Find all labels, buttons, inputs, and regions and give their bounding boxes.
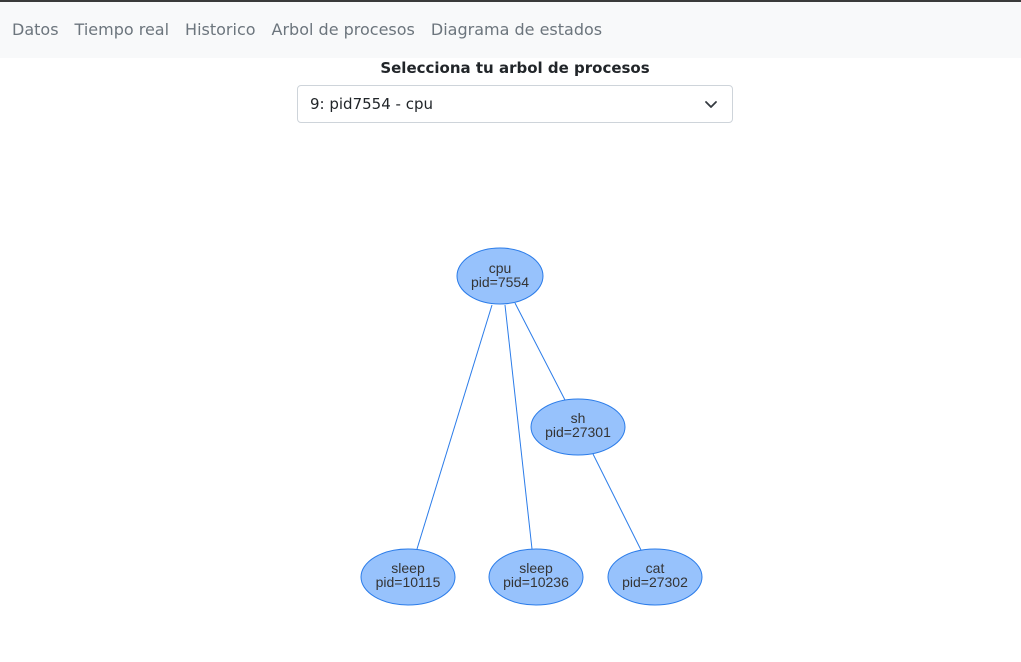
process-tree-select-value: 9: pid7554 - cpu: [310, 95, 433, 113]
tree-node-ellipse[interactable]: [456, 247, 544, 305]
navbar: Datos Tiempo real Historico Arbol de pro…: [0, 2, 1021, 58]
tree-node-10115[interactable]: sleep pid=10115: [360, 548, 456, 606]
chevron-down-icon: [705, 101, 717, 108]
tree-node-ellipse[interactable]: [607, 548, 703, 606]
tree-node-27302[interactable]: cat pid=27302: [607, 548, 703, 606]
tree-node-10236[interactable]: sleep pid=10236: [488, 548, 584, 606]
tree-edge: [416, 304, 493, 550]
nav-link-historico[interactable]: Historico: [185, 20, 256, 39]
tree-edge: [592, 453, 642, 551]
tree-edge: [504, 304, 533, 550]
process-tree-select[interactable]: 9: pid7554 - cpu: [297, 85, 733, 123]
nav-link-datos[interactable]: Datos: [12, 20, 59, 39]
tree-edge: [514, 302, 566, 401]
tree-node-ellipse[interactable]: [530, 398, 626, 456]
window-top-border: [0, 0, 1021, 2]
nav-link-tiempo-real[interactable]: Tiempo real: [74, 20, 170, 39]
nav-link-diagrama-de-estados[interactable]: Diagrama de estados: [430, 20, 603, 39]
nav-link-arbol-de-procesos[interactable]: Arbol de procesos: [271, 20, 415, 39]
tree-node-7554[interactable]: cpu pid=7554: [456, 247, 544, 305]
selector-title: Selecciona tu arbol de procesos: [380, 59, 650, 77]
tree-node-ellipse[interactable]: [360, 548, 456, 606]
tree-node-27301[interactable]: sh pid=27301: [530, 398, 626, 456]
tree-node-ellipse[interactable]: [488, 548, 584, 606]
